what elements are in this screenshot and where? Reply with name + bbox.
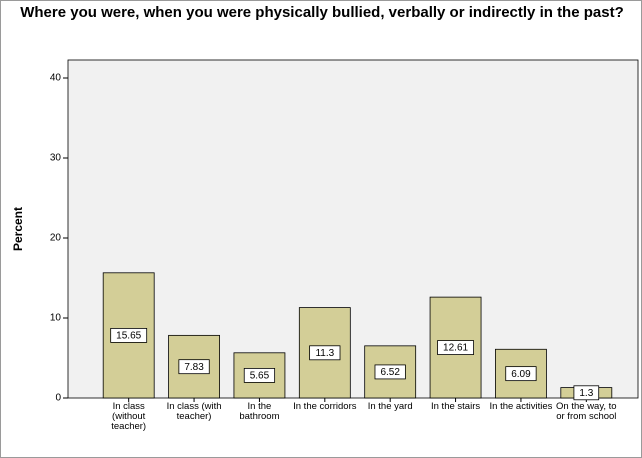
x-tick-label-box: In class (without teacher) xyxy=(111,402,147,432)
chart-title: Where you were, when you were physically… xyxy=(20,4,624,21)
x-tick-label: On the way, to or from school xyxy=(556,402,617,422)
value-label-box xyxy=(178,359,210,375)
x-tick-label-box: In the activities xyxy=(489,402,553,412)
value-label-box xyxy=(374,364,406,380)
x-tick-label: In class (without teacher) xyxy=(111,402,147,432)
value-label-box xyxy=(437,340,474,355)
value-label-box xyxy=(505,366,537,382)
y-tick-label: 20 xyxy=(50,233,62,244)
x-tick-label-box: On the way, to or from school xyxy=(556,402,617,422)
x-tick-label: In the activities xyxy=(489,402,553,412)
value-label: 7.83 xyxy=(184,362,204,373)
value-label: 6.52 xyxy=(380,367,400,378)
x-tick-label-box: In the corridors xyxy=(293,402,357,412)
y-tick-label: 30 xyxy=(50,153,62,164)
value-label-box xyxy=(110,327,148,343)
x-tick-label: In the bathroom xyxy=(239,402,280,422)
plot-area xyxy=(67,59,639,399)
value-label: 12.61 xyxy=(443,343,468,354)
x-tick-label: In the corridors xyxy=(293,402,357,412)
x-tick-label-box: In the bathroom xyxy=(239,402,280,422)
x-tick-label-box: In class (with teacher) xyxy=(166,402,222,422)
x-tick-label: In the stairs xyxy=(431,402,481,412)
y-tick-label: 10 xyxy=(50,313,62,324)
y-tick-label: 0 xyxy=(55,393,61,404)
value-label: 15.65 xyxy=(116,331,141,342)
value-label-box xyxy=(309,345,341,361)
x-tick-label: In class (with teacher) xyxy=(166,402,222,422)
value-label: 5.65 xyxy=(250,371,270,382)
y-axis-label: Percent xyxy=(11,207,25,251)
value-label-box xyxy=(243,367,276,383)
x-tick-label-box: In the yard xyxy=(367,402,413,412)
value-label: 11.3 xyxy=(315,348,334,359)
y-tick-label: 40 xyxy=(50,73,62,84)
value-label: 6.09 xyxy=(511,369,531,380)
x-tick-label: In the yard xyxy=(367,402,413,412)
x-tick-label-box: In the stairs xyxy=(431,402,481,412)
value-label: 1.3 xyxy=(579,388,593,399)
bar xyxy=(298,307,351,399)
value-label-box xyxy=(573,385,600,401)
